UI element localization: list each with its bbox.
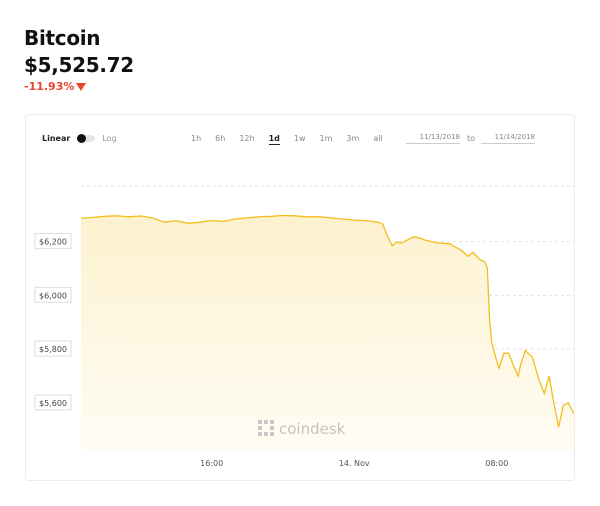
- switch-knob: [77, 134, 87, 143]
- y-tick-label: $5,800: [39, 345, 67, 354]
- x-tick-label: 08:00: [485, 459, 508, 468]
- y-tick-label: $6,200: [39, 238, 67, 247]
- range-button-12h[interactable]: 12h: [239, 134, 255, 143]
- linear-label[interactable]: Linear: [42, 134, 71, 143]
- range-button-1h[interactable]: 1h: [191, 134, 202, 143]
- x-tick-label: 14. Nov: [339, 459, 370, 468]
- range-button-1w[interactable]: 1w: [293, 134, 306, 143]
- y-tick-box: [34, 394, 72, 411]
- range-button-6h[interactable]: 6h: [215, 134, 226, 143]
- scale-switch[interactable]: [77, 134, 96, 143]
- date-to-input[interactable]: [481, 133, 535, 144]
- range-button-1d[interactable]: 1d: [268, 134, 280, 145]
- coindesk-watermark: coindesk: [258, 420, 346, 438]
- price-change-value: -11.93%: [24, 80, 75, 93]
- price-line: [80, 214, 574, 428]
- down-arrow-icon: [76, 82, 87, 91]
- range-button-all[interactable]: all: [373, 134, 383, 143]
- coindesk-logo-icon: [258, 420, 274, 436]
- coin-name: Bitcoin: [24, 26, 101, 50]
- log-label[interactable]: Log: [102, 134, 117, 143]
- chart-card: Linear Log 1h 6h 12h 1d 1w 1m 3m all to: [25, 114, 575, 481]
- price-area: [81, 215, 574, 450]
- scale-toggle: Linear Log: [42, 134, 117, 143]
- x-tick-label: 16:00: [200, 459, 223, 468]
- price-change: -11.93%: [24, 80, 134, 93]
- y-tick-box: [34, 286, 72, 303]
- watermark-text: coindesk: [279, 420, 346, 438]
- date-from-input[interactable]: [406, 133, 460, 144]
- range-button-1m[interactable]: 1m: [319, 134, 333, 143]
- coin-header: Bitcoin $5,525.72 -11.93%: [24, 26, 134, 93]
- range-selector: 1h 6h 12h 1d 1w 1m 3m all: [191, 134, 397, 145]
- range-button-3m[interactable]: 3m: [346, 134, 360, 143]
- price-chart: coindesk $6,200 $6,000 $5,800 $5,600 16:00 1…: [34, 185, 574, 468]
- coin-price: $5,525.72: [24, 53, 134, 77]
- y-tick-label: $6,000: [39, 291, 67, 300]
- y-tick-box: [34, 233, 72, 250]
- y-tick-label: $5,600: [39, 399, 67, 408]
- date-to-label: to: [467, 134, 476, 143]
- y-tick-box: [34, 340, 72, 357]
